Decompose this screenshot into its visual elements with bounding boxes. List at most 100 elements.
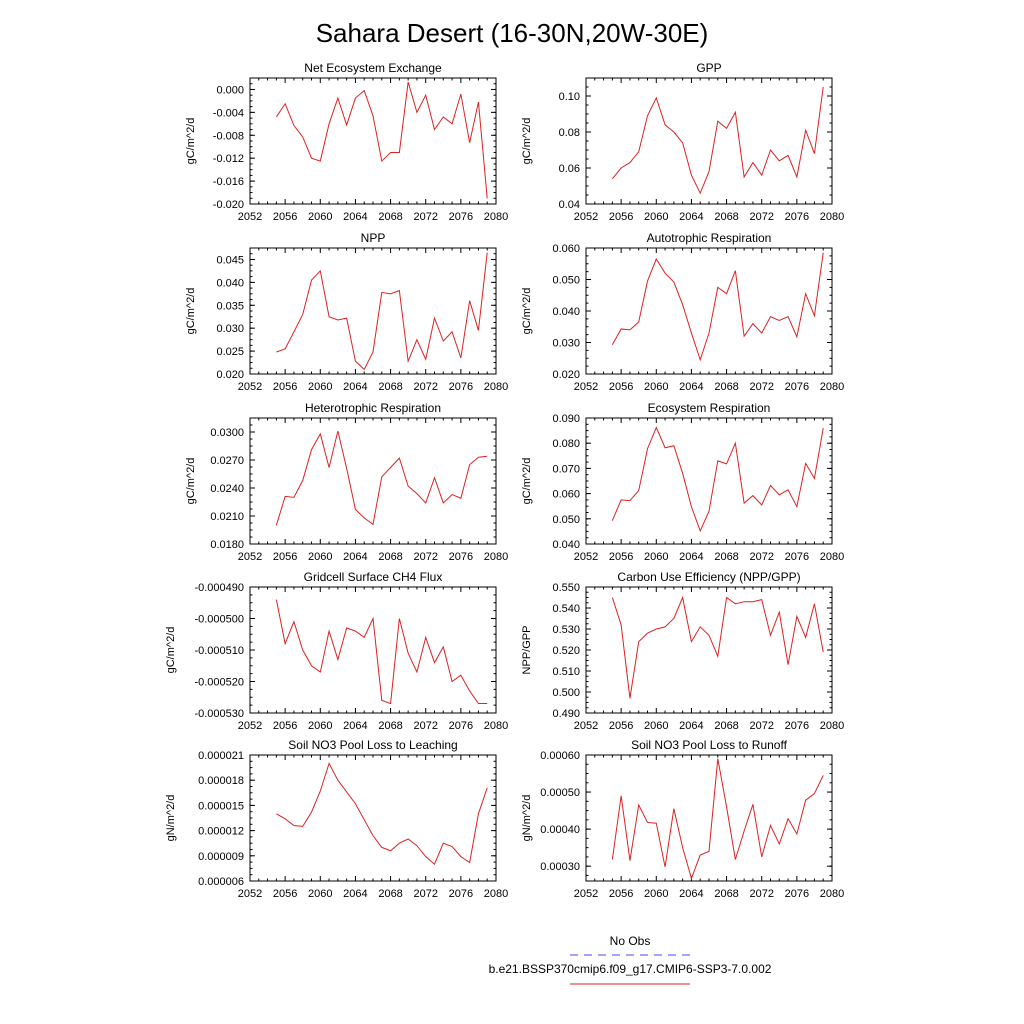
x-tick-label: 2052	[238, 720, 262, 732]
x-tick-label: 2060	[308, 381, 332, 393]
y-tick-label: 0.000018	[198, 775, 244, 787]
y-tick-label: -0.012	[213, 153, 244, 165]
y-tick-label: -0.016	[213, 176, 244, 188]
y-tick-label: 0.020	[216, 369, 244, 381]
series-line-gridcell-surface-ch4-flux	[275, 599, 488, 705]
x-tick-label: 2056	[609, 888, 633, 900]
x-tick-label: 2072	[413, 551, 437, 563]
x-tick-label: 2064	[343, 888, 367, 900]
panel-net-ecosystem-exchange: Net Ecosystem Exchange 2052 2056 2060 2064 20…	[185, 61, 508, 223]
x-tick-label: 2072	[413, 381, 437, 393]
series-line-ecosystem-respiration	[611, 426, 824, 533]
y-axis-label: gC/m^2/d	[165, 627, 177, 674]
y-tick-label: 0.090	[552, 413, 580, 425]
x-tick-label: 2080	[484, 888, 508, 900]
legend: No Obs b.e21.BSSP370cmip6.f09_g17.CMIP6-…	[489, 934, 772, 985]
y-tick-label: 0.040	[552, 539, 580, 551]
x-tick-label: 2076	[785, 211, 809, 223]
y-tick-label: 0.04	[559, 199, 580, 211]
x-tick-label: 2080	[820, 720, 844, 732]
x-tick-label: 2068	[714, 888, 738, 900]
y-tick-label: 0.050	[552, 275, 580, 287]
y-tick-label: -0.008	[213, 130, 244, 142]
x-tick-label: 2064	[679, 720, 703, 732]
y-tick-label: 0.035	[216, 300, 244, 312]
x-tick-label: 2056	[273, 888, 297, 900]
x-tick-label: 2072	[749, 888, 773, 900]
x-tick-label: 2068	[714, 381, 738, 393]
x-tick-label: 2052	[238, 888, 262, 900]
x-tick-label: 2060	[308, 720, 332, 732]
series-line-net-ecosystem-exchange	[275, 81, 488, 199]
y-tick-label: 0.500	[552, 687, 580, 699]
y-tick-label: 0.000012	[198, 826, 244, 838]
y-tick-label: 0.045	[216, 254, 244, 266]
panel-gpp: GPP 2052 2056 2060 2064 2068 2072 2076 2080 0.10 0…	[521, 61, 844, 223]
x-tick-label: 2068	[378, 551, 402, 563]
y-axis-label: gC/m^2/d	[185, 458, 197, 505]
x-tick-label: 2068	[378, 211, 402, 223]
x-tick-label: 2080	[484, 381, 508, 393]
y-tick-label: 0.060	[552, 489, 580, 501]
x-tick-label: 2060	[644, 381, 668, 393]
y-tick-label: 0.520	[552, 645, 580, 657]
y-axis-label: gN/m^2/d	[521, 795, 533, 842]
x-tick-label: 2080	[820, 211, 844, 223]
y-tick-label: 0.06	[559, 163, 580, 175]
y-tick-label: 0.030	[552, 338, 580, 350]
y-tick-label: 0.00030	[540, 861, 580, 873]
y-axis-label: gN/m^2/d	[165, 795, 177, 842]
x-tick-label: 2060	[644, 720, 668, 732]
y-tick-label: 0.0210	[210, 511, 244, 523]
y-axis-label: gC/m^2/d	[521, 458, 533, 505]
x-tick-label: 2060	[644, 211, 668, 223]
panel-soil-no3-pool-loss-to-leaching: Soil NO3 Pool Loss to Leaching 2052 2056 20…	[165, 738, 508, 900]
x-tick-label: 2076	[785, 720, 809, 732]
y-tick-label: 0.0180	[210, 539, 244, 551]
figure-title: Sahara Desert (16-30N,20W-30E)	[316, 18, 709, 48]
x-tick-label: 2072	[749, 211, 773, 223]
y-tick-label: -0.000520	[194, 677, 244, 689]
x-tick-label: 2052	[574, 381, 598, 393]
y-tick-label: 0.550	[552, 582, 580, 594]
x-tick-label: 2056	[273, 720, 297, 732]
panel-title-ecosystem-respiration: Ecosystem Respiration	[648, 401, 771, 415]
y-tick-label: 0.000006	[198, 876, 244, 888]
y-tick-label: 0.070	[552, 463, 580, 475]
x-tick-label: 2068	[378, 720, 402, 732]
x-tick-label: 2052	[574, 551, 598, 563]
x-tick-label: 2076	[449, 720, 473, 732]
x-tick-label: 2056	[273, 381, 297, 393]
y-tick-label: 0.000021	[198, 750, 244, 762]
x-tick-label: 2064	[343, 381, 367, 393]
series-line-carbon-use-efficiency-npp-gpp	[611, 595, 824, 699]
x-tick-label: 2052	[574, 720, 598, 732]
x-tick-label: 2080	[484, 211, 508, 223]
x-tick-label: 2064	[343, 211, 367, 223]
x-tick-label: 2068	[378, 888, 402, 900]
y-tick-label: -0.004	[213, 107, 244, 119]
x-tick-label: 2060	[644, 888, 668, 900]
panel-npp: NPP 2052 2056 2060 2064 2068 2072 2076 2080 0.045…	[185, 231, 508, 393]
panel-title-soil-no3-pool-loss-to-runoff: Soil NO3 Pool Loss to Runoff	[631, 738, 788, 752]
legend-label-model-run: b.e21.BSSP370cmip6.f09_g17.CMIP6-SSP3-7.…	[489, 962, 772, 976]
y-tick-label: -0.000490	[194, 582, 244, 594]
panel-ecosystem-respiration: Ecosystem Respiration 2052 2056 2060 2064 206…	[521, 401, 844, 563]
panel-gridcell-surface-ch4-flux: Gridcell Surface CH4 Flux 2052 2056 2060 206…	[165, 570, 508, 732]
y-axis-label: gC/m^2/d	[521, 118, 533, 165]
series-line-soil-no3-pool-loss-to-leaching	[276, 762, 488, 866]
y-tick-label: 0.08	[559, 127, 580, 139]
x-tick-label: 2064	[679, 551, 703, 563]
x-tick-label: 2076	[449, 551, 473, 563]
x-tick-label: 2068	[714, 720, 738, 732]
x-tick-label: 2072	[749, 381, 773, 393]
x-tick-label: 2072	[413, 888, 437, 900]
series-line-autotrophic-respiration	[611, 252, 824, 362]
y-tick-label: 0.060	[552, 243, 580, 255]
panel-carbon-use-efficiency-npp-gpp: Carbon Use Efficiency (NPP/GPP) 2052 2056 2…	[521, 570, 844, 732]
y-tick-label: 0.00050	[540, 787, 580, 799]
y-axis-label: gC/m^2/d	[185, 288, 197, 335]
x-tick-label: 2056	[609, 720, 633, 732]
